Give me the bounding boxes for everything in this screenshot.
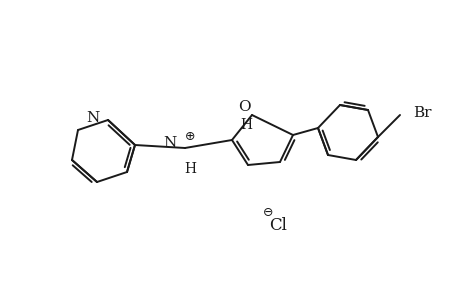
Text: N: N xyxy=(163,136,177,150)
Text: N: N xyxy=(87,111,100,125)
Text: ⊖: ⊖ xyxy=(262,206,273,218)
Text: H: H xyxy=(240,118,252,132)
Text: H: H xyxy=(184,162,196,176)
Text: O: O xyxy=(237,100,250,114)
Text: ⊕: ⊕ xyxy=(185,130,195,142)
Text: Cl: Cl xyxy=(269,218,286,235)
Text: Br: Br xyxy=(412,106,431,120)
